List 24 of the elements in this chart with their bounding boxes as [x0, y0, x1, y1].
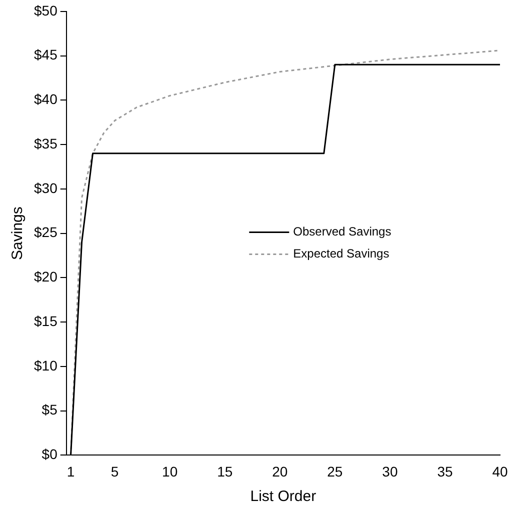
- x-tick-label: 15: [217, 463, 233, 480]
- y-tick-label: $30: [34, 180, 58, 196]
- y-tick-label: $45: [34, 46, 58, 63]
- x-axis-title: List Order: [250, 488, 316, 506]
- x-tick-label: 20: [272, 463, 288, 480]
- x-tick-label: 35: [437, 463, 453, 480]
- legend-label: Observed Savings: [293, 224, 392, 239]
- y-tick-label: $5: [42, 402, 58, 418]
- y-tick-label: $25: [34, 224, 58, 240]
- x-tick-label: 30: [382, 463, 398, 480]
- x-tick-label: 1: [66, 463, 75, 480]
- x-tick-label: 5: [110, 463, 119, 480]
- y-tick-label: $50: [34, 2, 58, 18]
- y-tick-label: $35: [34, 135, 58, 152]
- y-tick-label: $0: [42, 446, 58, 462]
- x-tick-label: 40: [492, 463, 508, 480]
- y-tick-label: $15: [34, 312, 58, 329]
- x-tick-label: 10: [162, 463, 178, 480]
- y-tick-label: $10: [34, 357, 58, 374]
- y-tick-label: $40: [34, 91, 58, 108]
- x-tick-label: 25: [327, 463, 343, 480]
- y-axis-title: Savings: [9, 206, 26, 260]
- legend-label: Expected Savings: [293, 246, 390, 261]
- y-tick-label: $20: [34, 268, 58, 285]
